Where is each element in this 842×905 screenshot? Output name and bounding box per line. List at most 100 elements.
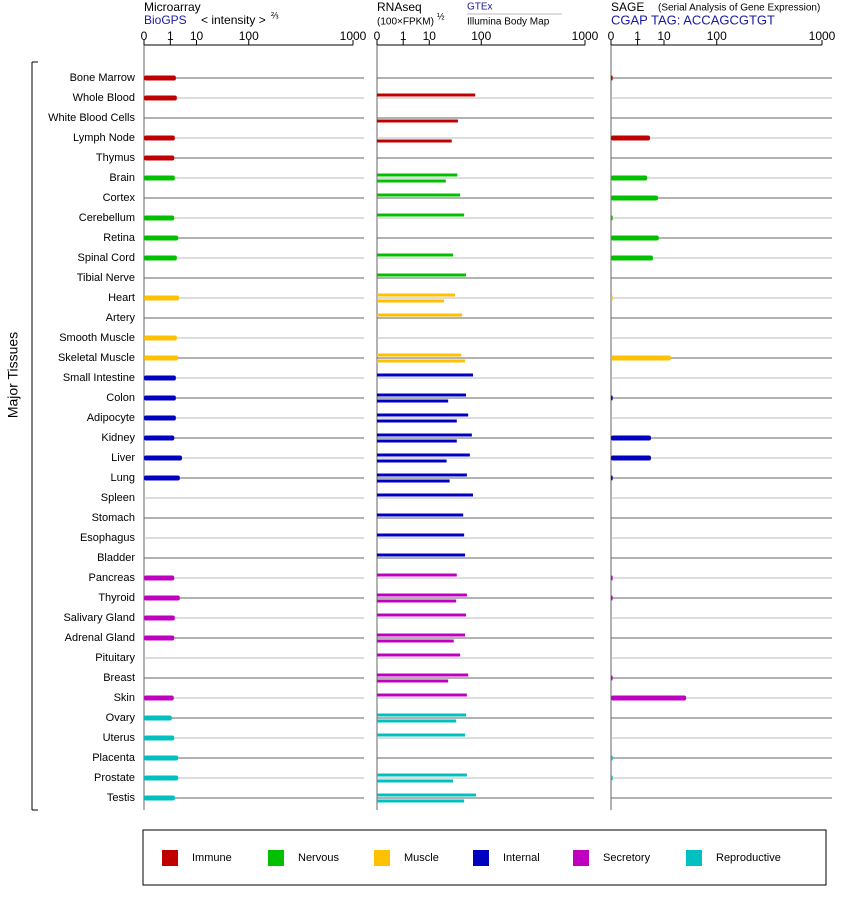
bar [377, 213, 465, 217]
bar [611, 295, 613, 301]
bar [144, 595, 180, 601]
category-label: Artery [106, 312, 136, 324]
bar [611, 475, 613, 481]
category-label: Lymph Node [73, 132, 135, 144]
panel-subtitle: (Serial Analysis of Gene Expression) [658, 3, 820, 14]
bar [377, 733, 466, 737]
bar [377, 413, 469, 417]
bar [377, 613, 466, 617]
category-label: Tibial Nerve [77, 272, 135, 284]
series-name: BioGPS [144, 13, 187, 27]
bar [377, 459, 447, 463]
category-label: Ovary [106, 712, 136, 724]
bar [377, 493, 474, 497]
x-tick-label: 0 [141, 29, 148, 43]
legend-label: Nervous [298, 852, 339, 864]
legend-swatch [268, 850, 284, 866]
bar [144, 255, 177, 261]
bar [377, 633, 466, 637]
bar [611, 215, 613, 221]
bar [377, 673, 469, 677]
bar [377, 639, 454, 643]
legend-label: Secretory [603, 852, 651, 864]
category-label: Heart [108, 292, 135, 304]
category-label: Prostate [94, 772, 135, 784]
bar [377, 593, 467, 597]
bar [377, 119, 458, 123]
category-label: Bone Marrow [70, 72, 135, 84]
bar [611, 595, 613, 601]
bar [611, 775, 613, 781]
bar [377, 299, 445, 303]
legend-swatch [686, 850, 702, 866]
bar [377, 553, 466, 557]
bar [377, 473, 467, 477]
bar [611, 355, 671, 361]
bar [144, 355, 179, 361]
bar [377, 513, 464, 517]
bar [377, 439, 457, 443]
bar [144, 775, 179, 781]
bar [144, 395, 176, 401]
legend-label: Muscle [404, 852, 439, 864]
bar [144, 635, 175, 641]
bar [377, 573, 457, 577]
bar [611, 575, 613, 581]
category-label: Bladder [97, 552, 135, 564]
bar [377, 479, 450, 483]
category-label: White Blood Cells [48, 112, 135, 124]
category-label: Thymus [96, 152, 136, 164]
x-tick-label: 0 [374, 29, 381, 43]
bar [377, 599, 457, 603]
axis-label: (100×FPKM) [377, 17, 434, 28]
bar [377, 453, 470, 457]
legend-label: Reproductive [716, 852, 781, 864]
category-label: Placenta [92, 752, 136, 764]
category-label: Whole Blood [73, 92, 135, 104]
bar [144, 75, 176, 81]
bar [377, 179, 446, 183]
bar [611, 755, 613, 761]
legend-box [142, 829, 827, 886]
bar [611, 135, 651, 141]
bar [377, 719, 457, 723]
bar [377, 773, 467, 777]
category-label: Adrenal Gland [65, 632, 135, 644]
legend-swatch [374, 850, 390, 866]
x-tick-label: 1 [167, 29, 174, 43]
category-label: Testis [107, 792, 136, 804]
axis-exponent: ½ [437, 11, 445, 21]
bar [377, 359, 466, 363]
bar [144, 215, 175, 221]
bar [144, 415, 176, 421]
bar [611, 255, 653, 261]
category-label: Kidney [101, 432, 135, 444]
legend-swatch [162, 850, 178, 866]
x-tick-label: 100 [471, 29, 491, 43]
category-label: Retina [103, 232, 136, 244]
axis-label: < intensity > [201, 13, 266, 27]
x-tick-label: 1 [634, 29, 641, 43]
bar [377, 93, 476, 97]
bar [144, 695, 174, 701]
bar [377, 713, 466, 717]
bar [377, 779, 454, 783]
bar [144, 375, 176, 381]
x-tick-label: 0 [608, 29, 615, 43]
bar [611, 455, 651, 461]
bar [377, 193, 461, 197]
x-tick-label: 100 [239, 29, 259, 43]
bar [611, 75, 613, 81]
bar [377, 253, 454, 257]
bar [377, 679, 449, 683]
category-label: Stomach [92, 512, 135, 524]
bar [377, 393, 466, 397]
category-label: Pancreas [89, 572, 136, 584]
legend-swatch [573, 850, 589, 866]
panel-title: SAGE [611, 0, 644, 14]
legend-label: Immune [192, 852, 232, 864]
bar [144, 135, 175, 141]
panel-title: RNAseq [377, 0, 422, 14]
bar [144, 455, 182, 461]
series-name: CGAP TAG: ACCAGCGTGT [611, 12, 775, 27]
